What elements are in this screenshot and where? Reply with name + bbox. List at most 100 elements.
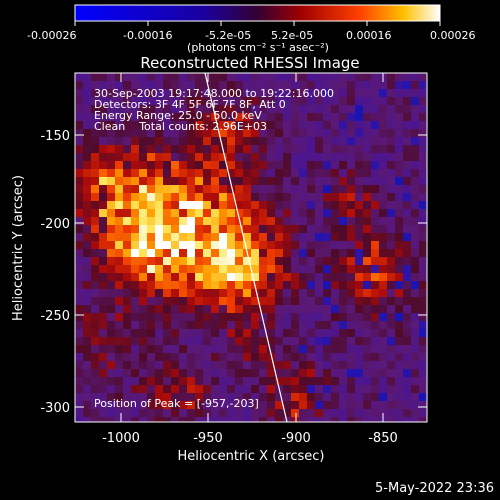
heatmap-cell bbox=[179, 193, 188, 202]
heatmap-cell bbox=[147, 89, 156, 98]
heatmap-cell bbox=[99, 385, 108, 394]
heatmap-cell bbox=[195, 313, 204, 322]
heatmap-cell bbox=[419, 313, 427, 322]
colorbar-tick-label: -5.2e-05 bbox=[205, 29, 251, 42]
heatmap-cell bbox=[211, 281, 220, 290]
heatmap-cell bbox=[75, 289, 84, 298]
heatmap-cell bbox=[219, 297, 228, 306]
heatmap-cell bbox=[83, 393, 92, 402]
heatmap-cell bbox=[227, 161, 236, 170]
heatmap-cell bbox=[163, 417, 172, 422]
heatmap-cell bbox=[227, 209, 236, 218]
heatmap-cell bbox=[371, 249, 380, 258]
heatmap-cell bbox=[219, 185, 228, 194]
heatmap-cell bbox=[347, 185, 356, 194]
heatmap-cell bbox=[99, 281, 108, 290]
heatmap-cell bbox=[83, 81, 92, 90]
heatmap-cell bbox=[123, 289, 132, 298]
heatmap-cell bbox=[283, 121, 292, 130]
heatmap-cell bbox=[403, 265, 412, 274]
heatmap-cell bbox=[107, 137, 116, 146]
heatmap-cell bbox=[275, 217, 284, 226]
heatmap-cell bbox=[243, 313, 252, 322]
heatmap-cell bbox=[91, 97, 100, 106]
heatmap-cell bbox=[419, 409, 427, 418]
heatmap-cell bbox=[331, 377, 340, 386]
heatmap-cell bbox=[291, 209, 300, 218]
heatmap-cell bbox=[355, 185, 364, 194]
heatmap-cell bbox=[259, 241, 268, 250]
heatmap-cell bbox=[339, 353, 348, 362]
heatmap-cell bbox=[363, 121, 372, 130]
heatmap-cell bbox=[123, 193, 132, 202]
heatmap-cell bbox=[363, 153, 372, 162]
heatmap-cell bbox=[403, 401, 412, 410]
heatmap-cell bbox=[379, 201, 388, 210]
heatmap-cell bbox=[395, 137, 404, 146]
heatmap-cell bbox=[115, 89, 124, 98]
heatmap-cell bbox=[283, 169, 292, 178]
heatmap-cell bbox=[91, 81, 100, 90]
heatmap-cell bbox=[307, 377, 316, 386]
heatmap-cell bbox=[131, 329, 140, 338]
heatmap-cell bbox=[203, 353, 212, 362]
heatmap-cell bbox=[387, 329, 396, 338]
heatmap-cell bbox=[291, 369, 300, 378]
heatmap-cell bbox=[83, 409, 92, 418]
heatmap-cell bbox=[91, 137, 100, 146]
heatmap-cell bbox=[299, 361, 308, 370]
heatmap-cell bbox=[107, 281, 116, 290]
heatmap-cell bbox=[139, 265, 148, 274]
heatmap-cell bbox=[243, 73, 252, 82]
heatmap-cell bbox=[307, 193, 316, 202]
heatmap-cell bbox=[419, 385, 427, 394]
heatmap-cell bbox=[131, 97, 140, 106]
heatmap-cell bbox=[139, 337, 148, 346]
heatmap-cell bbox=[203, 153, 212, 162]
heatmap-cell bbox=[83, 329, 92, 338]
heatmap-cell bbox=[115, 385, 124, 394]
heatmap-cell bbox=[331, 329, 340, 338]
heatmap-cell bbox=[243, 257, 252, 266]
heatmap-cell bbox=[395, 265, 404, 274]
heatmap-cell bbox=[99, 241, 108, 250]
heatmap-cell bbox=[283, 297, 292, 306]
heatmap-cell bbox=[419, 377, 427, 386]
heatmap-cell bbox=[99, 217, 108, 226]
heatmap-cell bbox=[283, 353, 292, 362]
heatmap-cell bbox=[107, 361, 116, 370]
heatmap-cell bbox=[339, 337, 348, 346]
heatmap-cell bbox=[291, 193, 300, 202]
heatmap-cell bbox=[331, 177, 340, 186]
heatmap-cell bbox=[291, 401, 300, 410]
heatmap-cell bbox=[179, 233, 188, 242]
heatmap-cell bbox=[219, 401, 228, 410]
heatmap-cell bbox=[163, 409, 172, 418]
heatmap-cell bbox=[299, 129, 308, 138]
heatmap-cell bbox=[203, 169, 212, 178]
heatmap-cell bbox=[419, 289, 427, 298]
heatmap-cell bbox=[123, 281, 132, 290]
heatmap-cell bbox=[243, 169, 252, 178]
heatmap-cell bbox=[227, 225, 236, 234]
heatmap-cell bbox=[307, 305, 316, 314]
heatmap-cell bbox=[227, 345, 236, 354]
heatmap-cell bbox=[395, 113, 404, 122]
heatmap-cell bbox=[259, 137, 268, 146]
heatmap-cell bbox=[83, 297, 92, 306]
heatmap-cell bbox=[131, 233, 140, 242]
heatmap-cell bbox=[379, 377, 388, 386]
heatmap-cell bbox=[267, 193, 276, 202]
heatmap-cell bbox=[107, 369, 116, 378]
heatmap-cell bbox=[371, 393, 380, 402]
heatmap-cell bbox=[243, 121, 252, 130]
heatmap-cell bbox=[147, 185, 156, 194]
heatmap-cell bbox=[259, 81, 268, 90]
heatmap-cell bbox=[203, 129, 212, 138]
heatmap-cell bbox=[179, 121, 188, 130]
heatmap-cell bbox=[139, 401, 148, 410]
plot-frame bbox=[74, 72, 428, 423]
heatmap-cell bbox=[139, 305, 148, 314]
heatmap-cell bbox=[91, 121, 100, 130]
heatmap-cell bbox=[395, 281, 404, 290]
